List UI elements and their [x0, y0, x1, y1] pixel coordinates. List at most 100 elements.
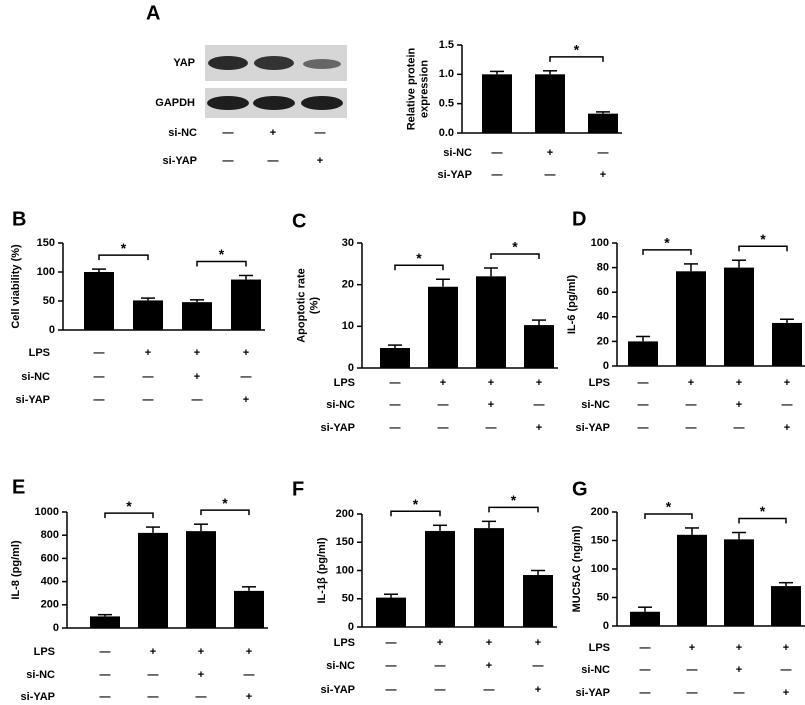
significance-bracket: [738, 517, 787, 524]
condition-mark: —: [686, 399, 697, 411]
significance-bracket: [488, 506, 539, 513]
condition-mark: —: [545, 169, 556, 181]
significance-bracket: [196, 260, 247, 267]
significance-bracket: [104, 512, 154, 519]
bar: [772, 322, 802, 366]
condition-mark: +: [198, 669, 204, 681]
condition-mark: +: [246, 646, 252, 658]
y-tick-label: 100: [591, 563, 609, 575]
bar: [724, 267, 754, 366]
bar: [630, 611, 660, 626]
condition-mark: —: [223, 127, 234, 139]
y-axis-label: (%): [308, 297, 320, 314]
significance-label: *: [760, 231, 766, 247]
condition-mark: —: [638, 377, 649, 389]
bar: [84, 272, 114, 330]
condition-mark: +: [600, 169, 606, 181]
condition-mark: +: [440, 377, 446, 389]
condition-mark: +: [535, 684, 541, 696]
condition-mark: —: [94, 371, 105, 383]
condition-mark: —: [315, 127, 326, 139]
condition-mark: —: [390, 377, 401, 389]
condition-mark: —: [386, 684, 397, 696]
condition-mark: —: [687, 687, 698, 699]
panel-letter: E: [12, 476, 25, 498]
y-tick-label: 0.0: [439, 127, 454, 139]
condition-mark: —: [148, 669, 159, 681]
condition-mark: +: [736, 642, 742, 654]
bar: [138, 532, 168, 628]
condition-label: LPS: [29, 347, 50, 359]
band-label: YAP: [173, 57, 195, 69]
significance-label: *: [219, 246, 225, 262]
condition-mark: —: [486, 422, 497, 434]
bar: [376, 597, 406, 627]
condition-label: LPS: [334, 637, 355, 649]
condition-mark: +: [194, 347, 200, 359]
condition-mark: +: [536, 422, 542, 434]
y-tick-label: 1.0: [439, 68, 454, 80]
bar: [524, 325, 554, 368]
blot-band: [207, 96, 249, 110]
condition-mark: +: [145, 347, 151, 359]
condition-mark: —: [143, 371, 154, 383]
significance-label: *: [666, 499, 672, 515]
blot-band: [208, 56, 248, 70]
y-axis-label: Cell viability (%): [10, 244, 22, 329]
significance-label: *: [222, 495, 228, 511]
condition-label: LPS: [34, 646, 55, 658]
y-tick-label: 100: [591, 237, 609, 249]
y-tick-label: 0: [348, 621, 354, 633]
condition-mark: +: [486, 637, 492, 649]
y-tick-label: 100: [336, 564, 354, 576]
bar: [231, 279, 261, 330]
significance-label: *: [121, 240, 127, 256]
condition-mark: —: [386, 637, 397, 649]
significance-bracket: [549, 56, 604, 62]
condition-mark: —: [196, 691, 207, 703]
y-tick-label: 80: [597, 262, 609, 274]
significance-bracket: [390, 510, 441, 517]
condition-mark: +: [784, 377, 790, 389]
condition-label: si-NC: [326, 660, 355, 672]
condition-mark: +: [488, 399, 494, 411]
y-tick-label: 0: [348, 362, 354, 374]
condition-mark: +: [535, 637, 541, 649]
condition-mark: —: [638, 422, 649, 434]
condition-mark: —: [492, 147, 503, 159]
condition-mark: —: [244, 669, 255, 681]
bar: [133, 300, 163, 330]
condition-label: LPS: [334, 377, 355, 389]
condition-mark: —: [534, 399, 545, 411]
condition-mark: +: [689, 642, 695, 654]
condition-mark: +: [736, 664, 742, 676]
condition-mark: +: [688, 377, 694, 389]
condition-label: si-YAP: [163, 155, 197, 167]
y-tick-label: 20: [342, 279, 354, 291]
condition-mark: —: [782, 399, 793, 411]
significance-bracket: [98, 254, 149, 261]
y-tick-label: 0.5: [439, 98, 454, 110]
condition-mark: +: [246, 691, 252, 703]
y-tick-label: 50: [43, 295, 55, 307]
y-axis-label: IL-1β (pg/ml): [316, 537, 328, 603]
condition-mark: +: [488, 377, 494, 389]
condition-mark: —: [640, 664, 651, 676]
y-tick-label: 0: [603, 360, 609, 372]
bar: [380, 348, 410, 368]
panel-letter: D: [572, 208, 586, 230]
condition-mark: —: [640, 642, 651, 654]
y-axis-label: Apoptotic rate: [295, 268, 307, 343]
bar: [628, 341, 658, 366]
bar: [677, 534, 707, 626]
significance-bracket: [394, 264, 444, 271]
y-tick-label: 0: [49, 324, 55, 336]
condition-label: si-NC: [443, 147, 472, 159]
panel-letter: F: [292, 478, 304, 500]
significance-bracket: [644, 513, 693, 519]
bar: [234, 590, 264, 628]
condition-mark: +: [783, 642, 789, 654]
blot-band: [303, 59, 341, 69]
blot-band: [253, 96, 295, 110]
